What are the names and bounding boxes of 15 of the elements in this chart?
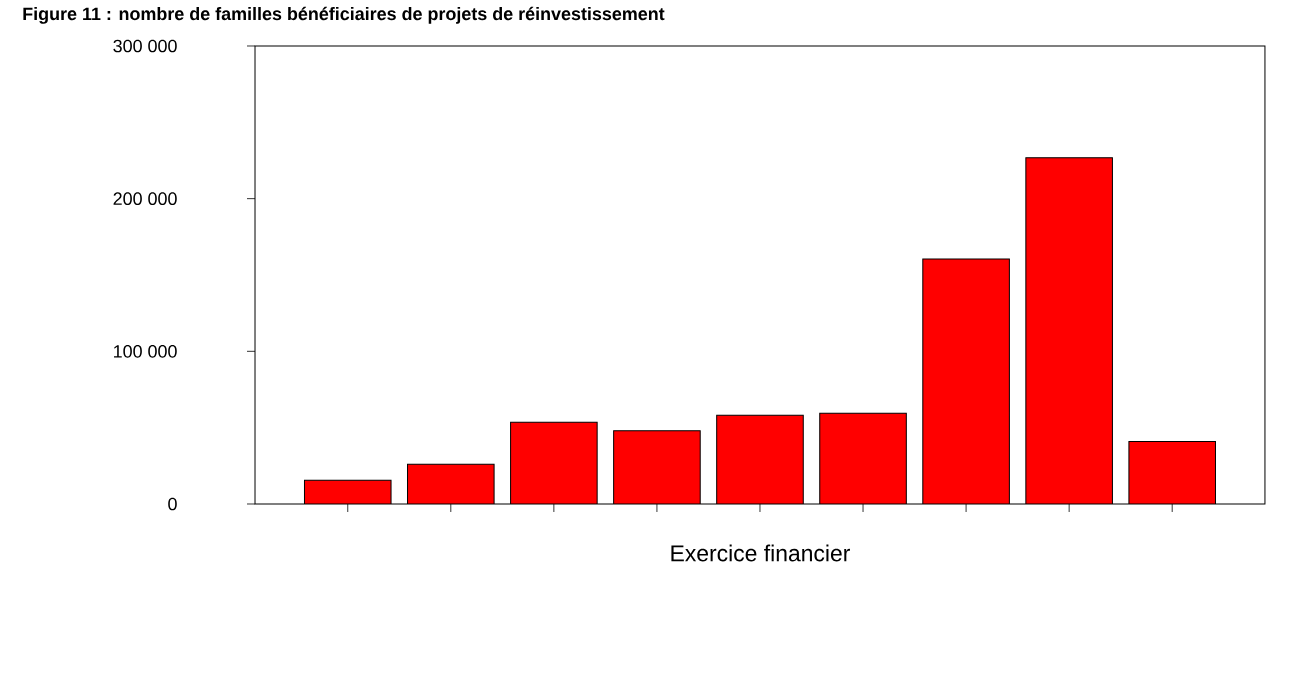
- y-tick-label: 300 000: [113, 39, 177, 53]
- x-axis-title: Exercice financier: [671, 544, 850, 562]
- y-tick-label: 200 000: [113, 192, 177, 205]
- bar: [1025, 157, 1113, 504]
- bar: [1128, 440, 1216, 504]
- bar: [303, 479, 392, 504]
- y-tick-label: 0: [168, 497, 177, 511]
- bar: [510, 421, 598, 504]
- y-tick-label: 100 000: [114, 344, 177, 358]
- bar: [407, 463, 495, 504]
- chart-title: Figure 11 : nombre de familles bénéficiaires de projets de réinvestissement: [23, 6, 665, 24]
- bar: [922, 258, 1010, 504]
- bar: [819, 412, 907, 504]
- bar: [716, 414, 804, 504]
- bar: [613, 430, 701, 504]
